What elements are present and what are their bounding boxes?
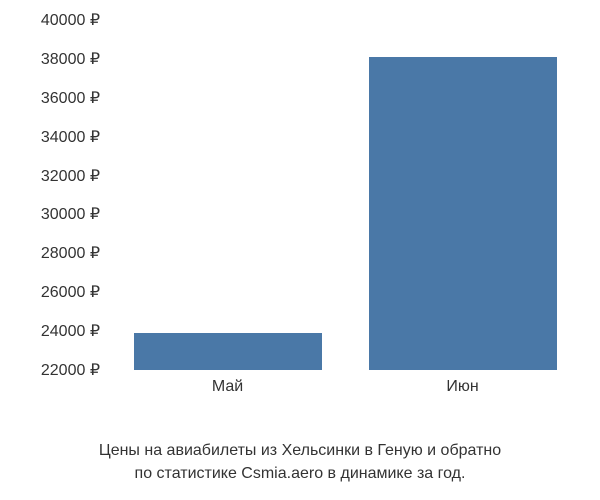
y-tick-label: 38000 ₽: [41, 49, 100, 69]
x-tick-label: Май: [212, 378, 243, 396]
chart-caption: Цены на авиабилеты из Хельсинки в Геную …: [0, 440, 600, 485]
y-tick-label: 22000 ₽: [41, 360, 100, 380]
y-tick-label: 26000 ₽: [41, 282, 100, 302]
bar: [369, 57, 557, 370]
plot-area: [110, 20, 580, 370]
y-tick-label: 32000 ₽: [41, 166, 100, 186]
y-tick-label: 34000 ₽: [41, 127, 100, 147]
y-tick-label: 24000 ₽: [41, 321, 100, 341]
y-axis: 22000 ₽24000 ₽26000 ₽28000 ₽30000 ₽32000…: [10, 20, 105, 370]
x-tick-label: Июн: [446, 378, 478, 396]
y-tick-label: 36000 ₽: [41, 88, 100, 108]
y-tick-label: 30000 ₽: [41, 204, 100, 224]
y-tick-label: 40000 ₽: [41, 10, 100, 30]
caption-line-1: Цены на авиабилеты из Хельсинки в Геную …: [99, 442, 501, 459]
y-tick-label: 28000 ₽: [41, 243, 100, 263]
bar: [134, 333, 322, 370]
x-axis: Май Июн: [110, 378, 580, 403]
price-chart: 22000 ₽ 24000 ₽ 26000 ₽ 28000 ₽ 30000 ₽ 32000…: [10, 10, 590, 430]
caption-line-2: по статистике Csmia.aero в динамике за г…: [135, 465, 466, 482]
